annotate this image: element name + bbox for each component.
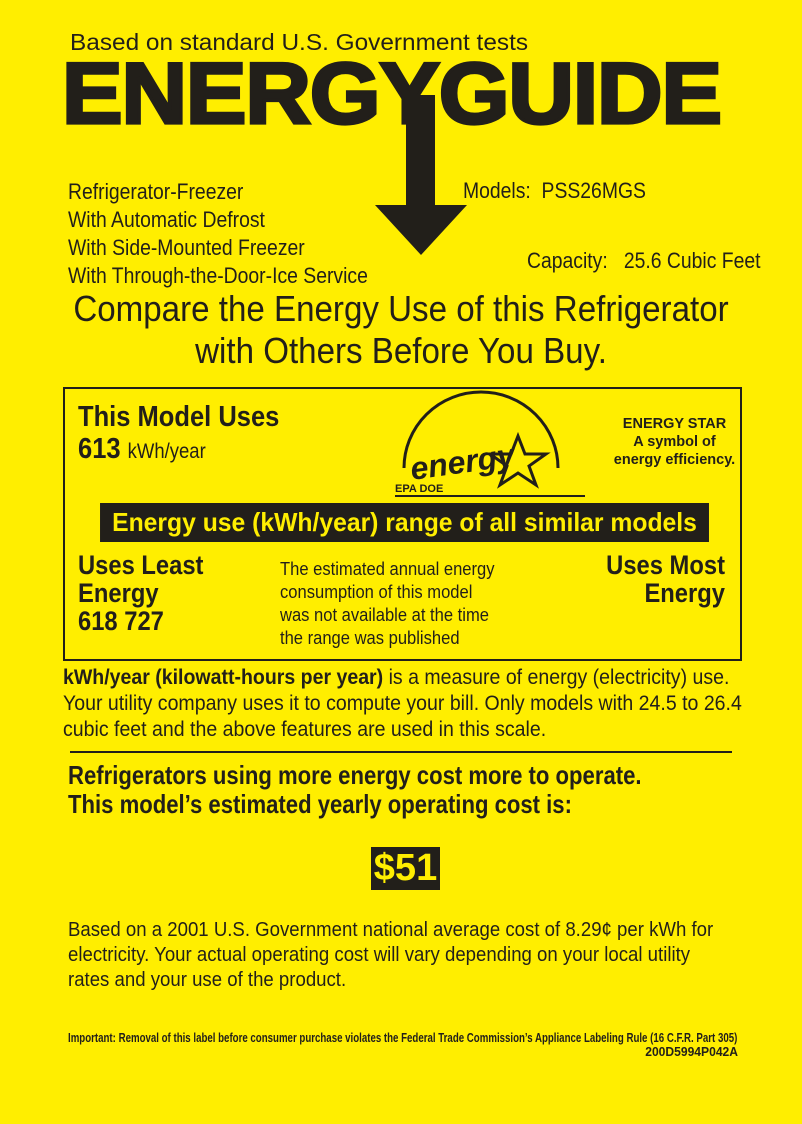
- svg-text:EPA DOE: EPA DOE: [395, 483, 443, 493]
